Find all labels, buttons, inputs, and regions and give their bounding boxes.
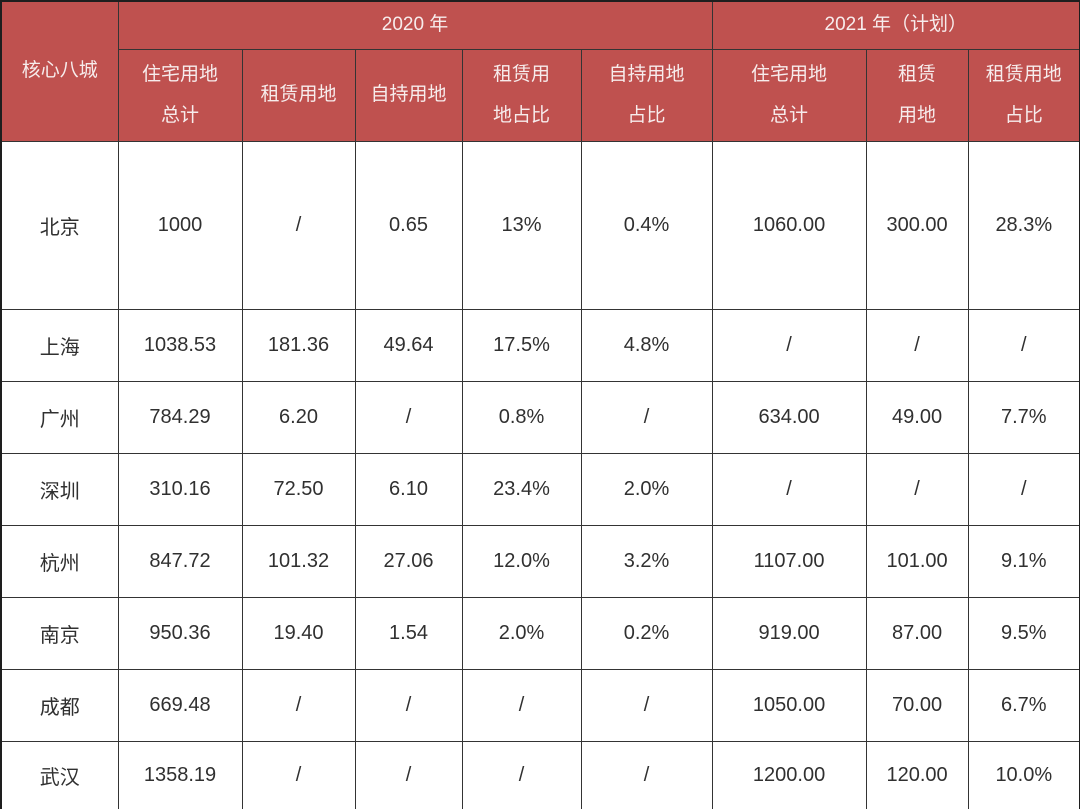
value-cell: / — [241, 669, 356, 742]
value-cell: / — [580, 741, 713, 809]
value-cell: / — [967, 453, 1080, 526]
value-cell: 10.0% — [967, 741, 1080, 809]
city-cell: 杭州 — [0, 525, 119, 598]
col-header-2020-selfheld-share: 自持用地 占比 — [580, 49, 713, 142]
table-row: 上海 1038.53 181.36 49.64 17.5% 4.8% / / / — [0, 309, 1080, 382]
value-cell: 6.7% — [967, 669, 1080, 742]
value-cell: 784.29 — [117, 381, 243, 454]
table-body: 北京 1000 / 0.65 13% 0.4% 1060.00 300.00 2… — [0, 141, 1080, 809]
city-cell: 武汉 — [0, 741, 119, 809]
value-cell: 1.54 — [354, 597, 463, 670]
value-cell: 300.00 — [865, 141, 969, 310]
value-cell: / — [711, 453, 867, 526]
value-cell: 72.50 — [241, 453, 356, 526]
value-cell: 12.0% — [461, 525, 582, 598]
value-cell: / — [354, 381, 463, 454]
value-cell: 2.0% — [461, 597, 582, 670]
col-header-2021-residential-total: 住宅用地 总计 — [711, 49, 867, 142]
value-cell: 6.10 — [354, 453, 463, 526]
value-cell: 6.20 — [241, 381, 356, 454]
value-cell: 9.1% — [967, 525, 1080, 598]
value-cell: / — [461, 669, 582, 742]
value-cell: 847.72 — [117, 525, 243, 598]
value-cell: 3.2% — [580, 525, 713, 598]
table-row: 深圳 310.16 72.50 6.10 23.4% 2.0% / / / — [0, 453, 1080, 526]
value-cell: 70.00 — [865, 669, 969, 742]
value-cell: 1107.00 — [711, 525, 867, 598]
value-cell: 1038.53 — [117, 309, 243, 382]
value-cell: 1060.00 — [711, 141, 867, 310]
value-cell: 7.7% — [967, 381, 1080, 454]
value-cell: / — [241, 741, 356, 809]
value-cell: 0.8% — [461, 381, 582, 454]
value-cell: 950.36 — [117, 597, 243, 670]
city-cell: 成都 — [0, 669, 119, 742]
city-cell: 深圳 — [0, 453, 119, 526]
value-cell: / — [865, 309, 969, 382]
value-cell: / — [241, 141, 356, 310]
col-header-2020-rental-land: 租赁用地 — [241, 49, 356, 142]
value-cell: 28.3% — [967, 141, 1080, 310]
value-cell: 17.5% — [461, 309, 582, 382]
value-cell: 1000 — [117, 141, 243, 310]
col-header-2020-rental-share: 租赁用 地占比 — [461, 49, 582, 142]
city-cell: 上海 — [0, 309, 119, 382]
value-cell: 1050.00 — [711, 669, 867, 742]
col-header-2020-residential-total: 住宅用地 总计 — [117, 49, 243, 142]
city-cell: 北京 — [0, 141, 119, 310]
value-cell: / — [865, 453, 969, 526]
value-cell: 23.4% — [461, 453, 582, 526]
value-cell: 1358.19 — [117, 741, 243, 809]
value-cell: / — [354, 669, 463, 742]
city-cell: 广州 — [0, 381, 119, 454]
value-cell: / — [580, 669, 713, 742]
value-cell: 2.0% — [580, 453, 713, 526]
value-cell: / — [354, 741, 463, 809]
value-cell: 19.40 — [241, 597, 356, 670]
header-sub-row: 住宅用地 总计 租赁用地 自持用地 租赁用 地占比 自持用地 占比 住宅用地 总… — [1, 49, 1080, 142]
table-row: 广州 784.29 6.20 / 0.8% / 634.00 49.00 7.7… — [0, 381, 1080, 454]
value-cell: 4.8% — [580, 309, 713, 382]
col-header-2021-rental-share: 租赁用地 占比 — [967, 49, 1080, 142]
value-cell: 27.06 — [354, 525, 463, 598]
value-cell: 634.00 — [711, 381, 867, 454]
value-cell: 310.16 — [117, 453, 243, 526]
value-cell: / — [967, 309, 1080, 382]
value-cell: / — [461, 741, 582, 809]
value-cell: 1200.00 — [711, 741, 867, 809]
value-cell: 0.2% — [580, 597, 713, 670]
value-cell: 181.36 — [241, 309, 356, 382]
table-row: 北京 1000 / 0.65 13% 0.4% 1060.00 300.00 2… — [0, 141, 1080, 310]
value-cell: 101.00 — [865, 525, 969, 598]
table-row: 杭州 847.72 101.32 27.06 12.0% 3.2% 1107.0… — [0, 525, 1080, 598]
value-cell: 120.00 — [865, 741, 969, 809]
group-header-2021-plan: 2021 年（计划） — [711, 0, 1080, 50]
value-cell: / — [711, 309, 867, 382]
table-row: 武汉 1358.19 / / / / 1200.00 120.00 10.0% — [0, 741, 1080, 809]
value-cell: 919.00 — [711, 597, 867, 670]
value-cell: / — [580, 381, 713, 454]
header-group-row: 核心八城 2020 年 2021 年（计划） — [0, 0, 1080, 142]
col-header-2020-selfheld-land: 自持用地 — [354, 49, 463, 142]
table-row: 南京 950.36 19.40 1.54 2.0% 0.2% 919.00 87… — [0, 597, 1080, 670]
city-cell: 南京 — [0, 597, 119, 670]
col-header-2021-rental-land: 租赁 用地 — [865, 49, 969, 142]
table-row: 成都 669.48 / / / / 1050.00 70.00 6.7% — [0, 669, 1080, 742]
value-cell: 0.65 — [354, 141, 463, 310]
value-cell: 9.5% — [967, 597, 1080, 670]
value-cell: 669.48 — [117, 669, 243, 742]
value-cell: 0.4% — [580, 141, 713, 310]
value-cell: 101.32 — [241, 525, 356, 598]
table-header: 核心八城 2020 年 2021 年（计划） 住宅用地 总计 租赁用地 自持用地… — [0, 0, 1080, 142]
value-cell: 49.00 — [865, 381, 969, 454]
corner-header-cell: 核心八城 — [0, 0, 119, 142]
value-cell: 13% — [461, 141, 582, 310]
value-cell: 49.64 — [354, 309, 463, 382]
value-cell: 87.00 — [865, 597, 969, 670]
group-header-2020: 2020 年 — [117, 0, 713, 50]
